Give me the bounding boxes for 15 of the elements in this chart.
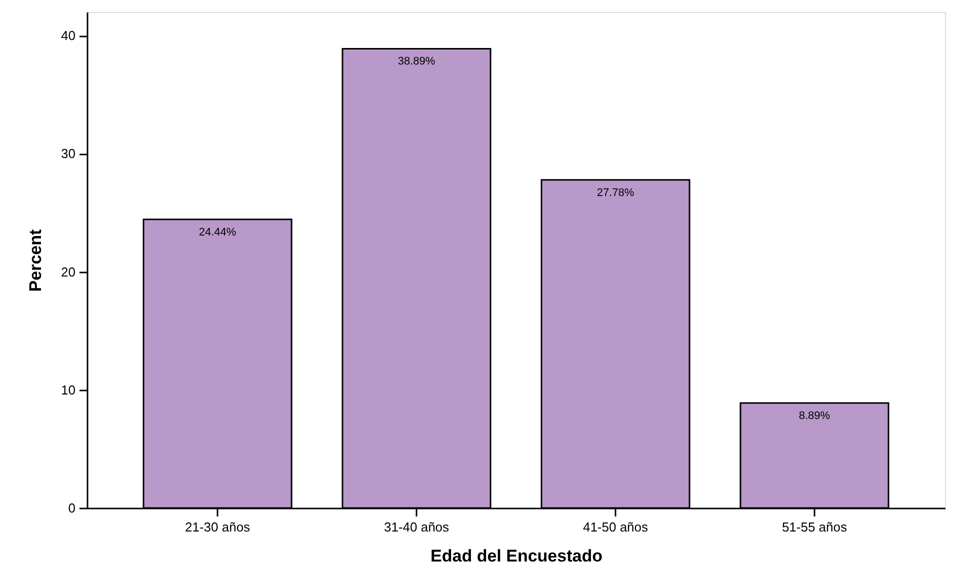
y-tick-label: 30 [61, 146, 76, 162]
data-label: 8.89% [798, 410, 830, 422]
y-tick-label: 10 [61, 382, 76, 398]
x-axis-title: Edad del Encuestado [430, 546, 602, 566]
y-tick-label: 40 [61, 28, 76, 44]
data-label: 24.44% [198, 226, 236, 238]
data-label: 38.89% [398, 56, 436, 68]
x-tick-label: 41-50 años [582, 520, 649, 534]
y-axis-title: Percent [26, 228, 46, 292]
x-tick-label: 21-30 años [185, 520, 251, 534]
x-tick-label: 51-55 años [782, 520, 848, 534]
data-label: 27.78% [596, 186, 634, 199]
y-tick-label: 0 [68, 500, 76, 516]
y-tick-label: 20 [61, 264, 76, 280]
x-tick-label: 31-40 años [384, 520, 450, 534]
